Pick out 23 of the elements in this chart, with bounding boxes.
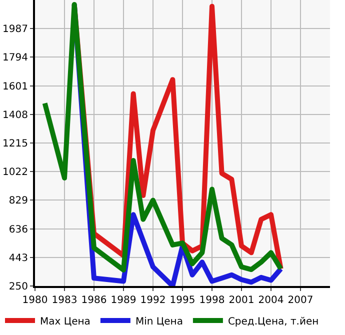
x-tick-label: 1986 <box>81 295 107 306</box>
y-tick-label: 1987 <box>2 24 28 36</box>
y-tick-label: 250 <box>8 282 28 292</box>
legend-label: Min Цена <box>135 316 183 328</box>
x-tick-label: 1995 <box>170 295 196 306</box>
legend-label: Сред.Цена, т.йен <box>228 316 319 328</box>
y-tick-label: 1215 <box>2 138 28 150</box>
y-tick-label: 1794 <box>2 52 28 64</box>
x-tick-label: 1989 <box>110 295 136 306</box>
legend-label: Max Цена <box>40 316 90 328</box>
x-tick-label: 1983 <box>52 295 78 306</box>
y-tick-label: 1408 <box>2 110 28 121</box>
x-tick-label: 2004 <box>258 295 284 306</box>
y-tick-label: 636 <box>8 224 28 236</box>
x-tick-label: 2001 <box>228 295 254 306</box>
y-tick-label: 829 <box>8 196 28 207</box>
x-tick-label: 2007 <box>288 295 314 306</box>
y-tick-label: 443 <box>8 252 28 264</box>
y-tick-label: 1601 <box>2 81 28 92</box>
x-tick-label: 1980 <box>22 295 48 306</box>
y-tick-label: 1022 <box>2 167 28 178</box>
x-tick-label: 1992 <box>140 295 166 306</box>
x-tick-label: 1998 <box>199 295 225 306</box>
